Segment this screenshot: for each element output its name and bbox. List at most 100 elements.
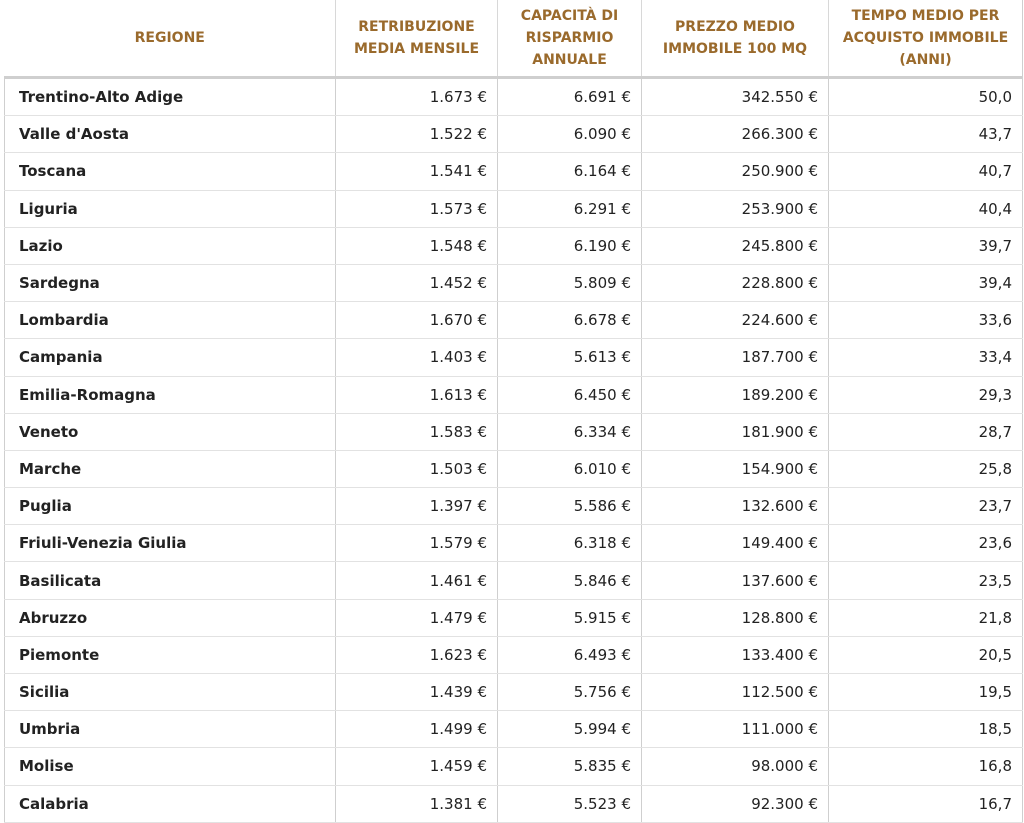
value-cell: 1.439 € — [335, 673, 498, 712]
value-cell: 1.403 € — [335, 338, 498, 377]
value-cell: 137.600 € — [641, 561, 829, 600]
table-row: Marche 1.503 €6.010 €154.900 €25,8 — [4, 450, 1023, 489]
table-row: Trentino-Alto Adige 1.673 €6.691 €342.550… — [4, 77, 1023, 117]
value-cell: 33,4 — [828, 338, 1023, 377]
column-header: REGIONE — [4, 0, 336, 79]
value-cell: 50,0 — [828, 77, 1023, 117]
region-cell: Lazio — [4, 227, 336, 265]
region-cell: Molise — [4, 747, 336, 786]
region-cell: Emilia-Romagna — [4, 376, 336, 414]
table-row: Sardegna 1.452 €5.809 €228.800 €39,4 — [4, 264, 1023, 303]
value-cell: 253.900 € — [641, 190, 829, 228]
value-cell: 1.397 € — [335, 487, 498, 526]
value-cell: 43,7 — [828, 115, 1023, 154]
table-row: Umbria 1.499 €5.994 €111.000 €18,5 — [4, 710, 1023, 749]
value-cell: 5.809 € — [497, 264, 642, 303]
region-cell: Calabria — [4, 785, 336, 823]
region-cell: Piemonte — [4, 636, 336, 675]
value-cell: 342.550 € — [641, 77, 829, 117]
region-cell: Puglia — [4, 487, 336, 526]
value-cell: 1.499 € — [335, 710, 498, 749]
table-row: Puglia 1.397 €5.586 €132.600 €23,7 — [4, 487, 1023, 526]
value-cell: 1.522 € — [335, 115, 498, 154]
value-cell: 6.318 € — [497, 524, 642, 563]
region-cell: Marche — [4, 450, 336, 489]
region-cell: Campania — [4, 338, 336, 377]
value-cell: 5.994 € — [497, 710, 642, 749]
value-cell: 18,5 — [828, 710, 1023, 749]
value-cell: 6.090 € — [497, 115, 642, 154]
value-cell: 5.915 € — [497, 599, 642, 637]
table-row: Lazio 1.548 €6.190 €245.800 €39,7 — [4, 227, 1023, 265]
value-cell: 92.300 € — [641, 785, 829, 823]
value-cell: 5.835 € — [497, 747, 642, 786]
value-cell: 23,5 — [828, 561, 1023, 600]
value-cell: 6.164 € — [497, 152, 642, 191]
value-cell: 1.541 € — [335, 152, 498, 191]
table-row: Lombardia 1.670 €6.678 €224.600 €33,6 — [4, 301, 1023, 340]
table-row: Emilia-Romagna 1.613 €6.450 €189.200 €29,… — [4, 376, 1023, 414]
value-cell: 1.623 € — [335, 636, 498, 675]
value-cell: 1.579 € — [335, 524, 498, 563]
column-header: RETRIBUZIONE MEDIA MENSILE — [335, 0, 498, 79]
value-cell: 1.673 € — [335, 77, 498, 117]
value-cell: 6.010 € — [497, 450, 642, 489]
value-cell: 1.670 € — [335, 301, 498, 340]
value-cell: 1.573 € — [335, 190, 498, 228]
value-cell: 228.800 € — [641, 264, 829, 303]
value-cell: 1.461 € — [335, 561, 498, 600]
value-cell: 5.523 € — [497, 785, 642, 823]
table-row: Liguria 1.573 €6.291 €253.900 €40,4 — [4, 190, 1023, 228]
value-cell: 6.450 € — [497, 376, 642, 414]
value-cell: 33,6 — [828, 301, 1023, 340]
value-cell: 29,3 — [828, 376, 1023, 414]
value-cell: 40,7 — [828, 152, 1023, 191]
column-header: TEMPO MEDIO PER ACQUISTO IMMOBILE (ANNI) — [828, 0, 1023, 79]
value-cell: 1.583 € — [335, 413, 498, 451]
value-cell: 21,8 — [828, 599, 1023, 637]
table-row: Friuli-Venezia Giulia 1.579 €6.318 €149.4… — [4, 524, 1023, 563]
value-cell: 28,7 — [828, 413, 1023, 451]
value-cell: 250.900 € — [641, 152, 829, 191]
value-cell: 5.756 € — [497, 673, 642, 712]
table-row: Toscana 1.541 €6.164 €250.900 €40,7 — [4, 152, 1023, 191]
value-cell: 1.479 € — [335, 599, 498, 637]
region-cell: Liguria — [4, 190, 336, 228]
value-cell: 98.000 € — [641, 747, 829, 786]
value-cell: 23,7 — [828, 487, 1023, 526]
table-row: Sicilia 1.439 €5.756 €112.500 €19,5 — [4, 673, 1023, 712]
value-cell: 128.800 € — [641, 599, 829, 637]
value-cell: 6.190 € — [497, 227, 642, 265]
value-cell: 40,4 — [828, 190, 1023, 228]
value-cell: 39,7 — [828, 227, 1023, 265]
region-cell: Valle d'Aosta — [4, 115, 336, 154]
table-row: Calabria 1.381 €5.523 €92.300 €16,7 — [4, 785, 1023, 823]
region-cell: Sicilia — [4, 673, 336, 712]
region-cell: Trentino-Alto Adige — [4, 77, 336, 117]
value-cell: 266.300 € — [641, 115, 829, 154]
value-cell: 224.600 € — [641, 301, 829, 340]
value-cell: 111.000 € — [641, 710, 829, 749]
region-cell: Friuli-Venezia Giulia — [4, 524, 336, 563]
value-cell: 23,6 — [828, 524, 1023, 563]
value-cell: 1.613 € — [335, 376, 498, 414]
value-cell: 154.900 € — [641, 450, 829, 489]
region-cell: Lombardia — [4, 301, 336, 340]
value-cell: 5.846 € — [497, 561, 642, 600]
value-cell: 25,8 — [828, 450, 1023, 489]
value-cell: 6.678 € — [497, 301, 642, 340]
value-cell: 1.452 € — [335, 264, 498, 303]
value-cell: 149.400 € — [641, 524, 829, 563]
region-cell: Toscana — [4, 152, 336, 191]
value-cell: 181.900 € — [641, 413, 829, 451]
column-header: PREZZO MEDIO IMMOBILE 100 MQ — [641, 0, 829, 79]
table-row: Veneto 1.583 €6.334 €181.900 €28,7 — [4, 413, 1023, 451]
table-head: REGIONE RETRIBUZIONE MEDIA MENSILE CAPACIT… — [4, 0, 1023, 79]
value-cell: 133.400 € — [641, 636, 829, 675]
value-cell: 1.548 € — [335, 227, 498, 265]
table-row: Basilicata 1.461 €5.846 €137.600 €23,5 — [4, 561, 1023, 600]
value-cell: 6.291 € — [497, 190, 642, 228]
value-cell: 189.200 € — [641, 376, 829, 414]
region-cell: Umbria — [4, 710, 336, 749]
